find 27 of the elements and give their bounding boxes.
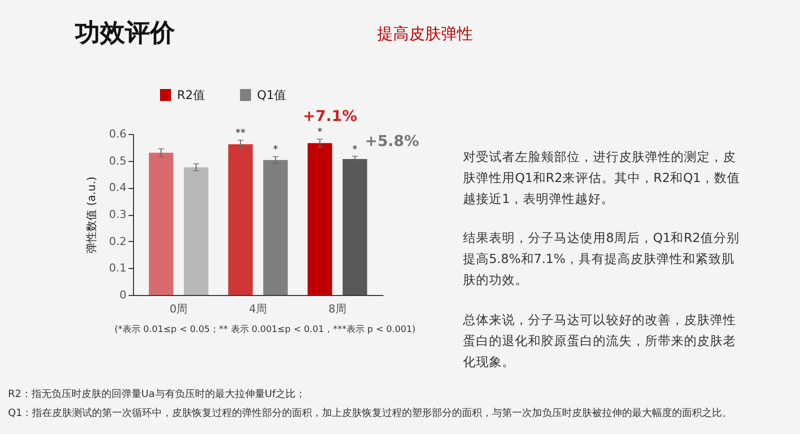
y-tick-label: 0.3 (109, 208, 126, 221)
y-tick-label: 0.4 (109, 181, 126, 194)
text: 提高皮肤弹性 (377, 24, 473, 43)
legend-label: Q1值 (257, 88, 286, 102)
y-tick-label: 0.5 (109, 154, 126, 168)
data-label: * (273, 144, 278, 156)
x-tick-label: 4周 (249, 302, 267, 316)
x-tick-label: 0周 (170, 302, 188, 316)
chart-title: 功效评价 (74, 18, 176, 47)
y-tick-label: 0 (120, 288, 126, 302)
y-axis-title: 弹性数值 (a.u.) (85, 176, 98, 254)
annotation: +5.8% (364, 132, 420, 150)
y-tick-label: 0.2 (109, 234, 126, 248)
text: 总体来说，分子马达可以较好的改善，皮肤弹性蛋白的退化和胶原蛋白的流失，所带来的皮肤老化现象。 (462, 312, 736, 369)
x-tick-label: 8周 (328, 302, 346, 316)
text: R2：指无负压时皮肤的回弹量Ua与有负压时的最大拉伸量Uf之比； (8, 388, 306, 400)
text: 结果表明，分子马达使用8周后，Q1和R2值分别提高5.8%和7.1%，具有提高皮肤弹性和紧致肌肤的功效。 (463, 230, 740, 287)
text: +7.1% (302, 107, 358, 125)
text: Q1：指在皮肤测试的第一次循环中，皮肤恢复过程的弹性部分的面积，加上皮肤恢复过程的塑形部分的面积，与第一次加负压时皮肤被拉伸的最大幅度的面积之比。 (8, 407, 732, 419)
y-tick-label: 0.6 (109, 128, 126, 140)
text: (*表示 0.01≤p < 0.05；** 表示 0.001≤p < 0.01，***表示 p < 0.001) (114, 324, 416, 335)
text: 对受试者左脸颊部位，进行皮肤弹性的测定，皮肤弹性用Q1和R2来评估。其中，R2和Q1，数值越接近1，表明弹性越好。 (463, 149, 740, 206)
y-tick-label: 0.1 (109, 262, 126, 275)
data-label: * (317, 127, 322, 138)
legend-label: R2值 (177, 88, 205, 102)
data-label: * (352, 144, 358, 156)
data-label: ** (235, 128, 246, 140)
